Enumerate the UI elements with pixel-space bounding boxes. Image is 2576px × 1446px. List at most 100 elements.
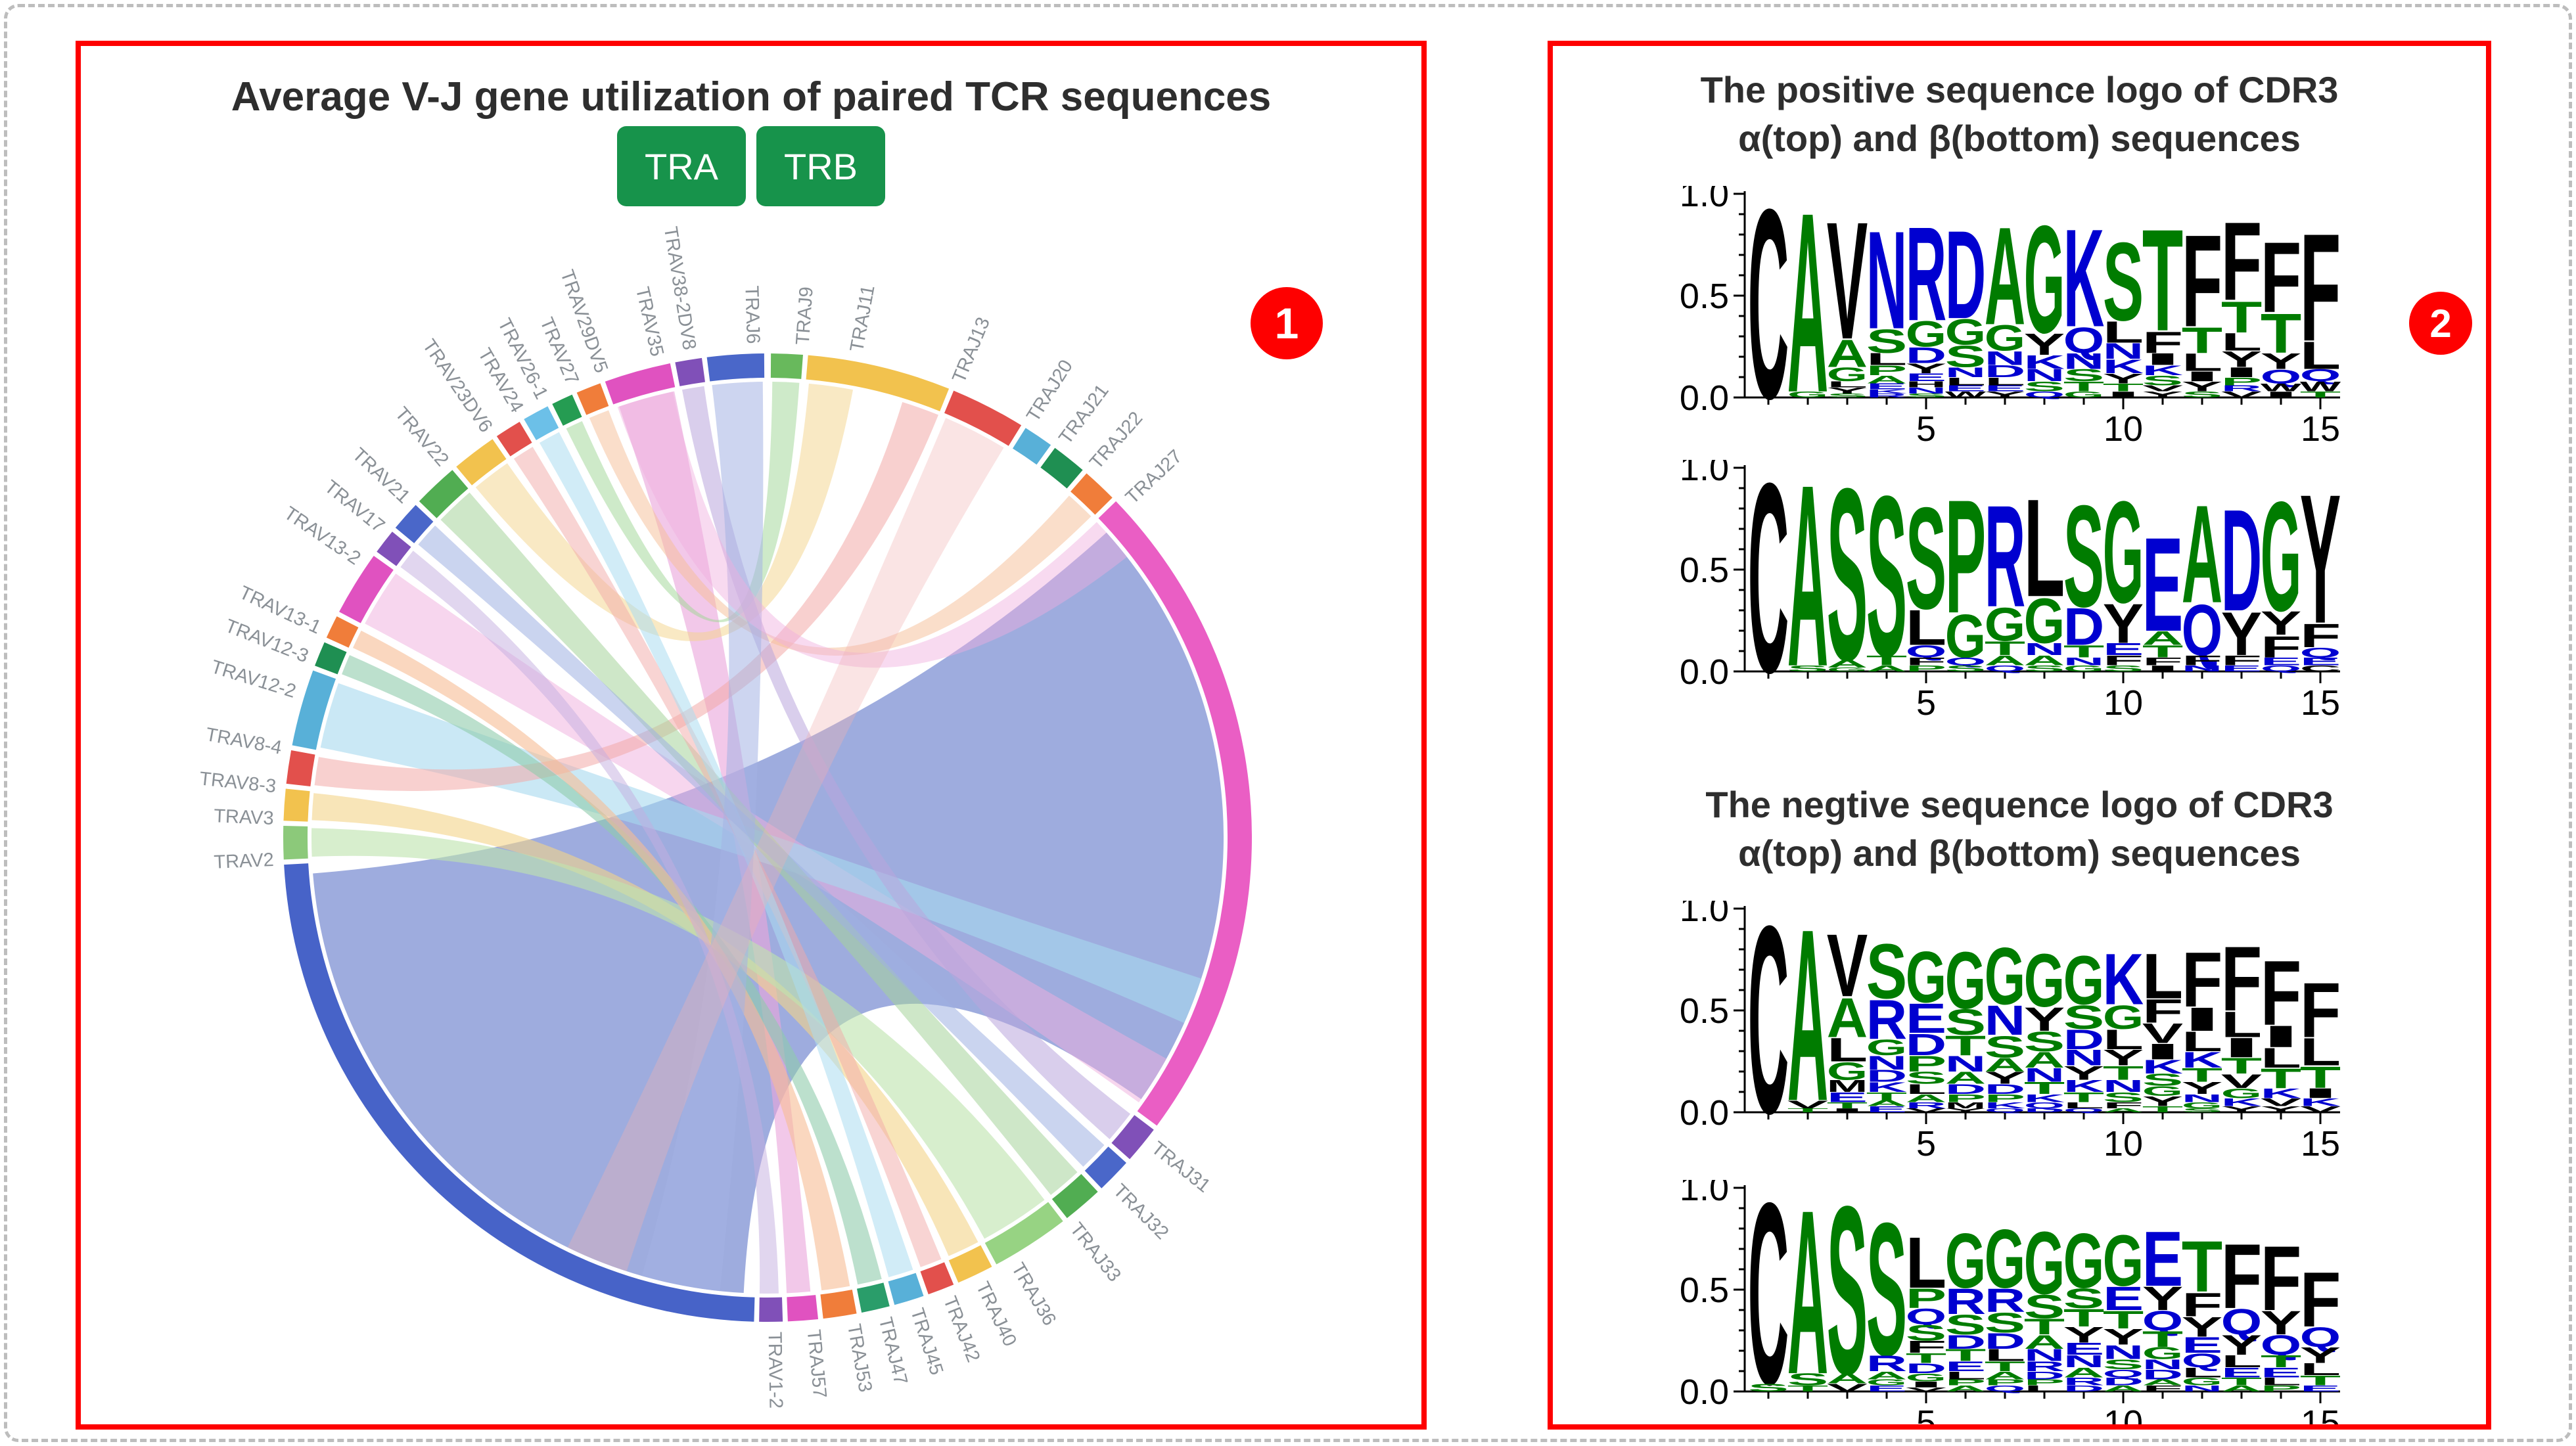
negative-beta-sequence-logo: 0.00.51.05 10 15CSASTSAVSRAGELPQSFTDGIVGRS…: [1680, 1180, 2341, 1424]
svg-text:E: E: [1985, 384, 2025, 393]
svg-text:D: D: [1906, 343, 1946, 368]
svg-text:TRAV38-2DV8: TRAV38-2DV8: [660, 225, 700, 351]
svg-text:C: C: [1748, 186, 1789, 449]
svg-text:L: L: [1906, 1223, 1946, 1303]
svg-text:W: W: [1945, 390, 1987, 399]
svg-text:N: N: [2182, 664, 2222, 673]
svg-text:Y: Y: [2221, 1330, 2262, 1361]
tra-button[interactable]: TRA: [617, 126, 746, 206]
svg-text:S: S: [1906, 1069, 1946, 1088]
svg-text:G: G: [2182, 1100, 2222, 1110]
svg-text:N: N: [2063, 349, 2104, 374]
svg-text:G: G: [2063, 390, 2104, 399]
svg-text:F: F: [2182, 1286, 2222, 1324]
vj-chord-diagram[interactable]: TRAJ6 TRAJ9 TRAJ11 TRAJ13TRAJ20TRAJ21TRAJ22…: [110, 181, 1425, 1430]
svg-text:Y: Y: [2024, 327, 2065, 361]
svg-text:E: E: [2063, 1340, 2104, 1359]
svg-text:E: E: [2103, 1280, 2144, 1317]
svg-text:F: F: [2182, 652, 2222, 668]
svg-text:I: I: [2300, 1085, 2341, 1101]
svg-text:S: S: [2024, 664, 2065, 673]
svg-text:K: K: [2221, 1096, 2262, 1108]
svg-text:S: S: [2063, 476, 2104, 637]
svg-text:G: G: [1827, 364, 1868, 386]
svg-text:Y: Y: [2063, 1322, 2104, 1347]
svg-text:T: T: [1866, 1090, 1908, 1102]
svg-text:N: N: [2024, 1346, 2065, 1365]
svg-text:P: P: [2221, 375, 2262, 388]
svg-text:L: L: [2300, 1031, 2341, 1074]
svg-text:1.0: 1.0: [1680, 901, 1729, 929]
svg-text:K: K: [2063, 201, 2104, 357]
svg-text:Q: Q: [2300, 644, 2341, 660]
svg-text:G: G: [2142, 1083, 2183, 1099]
svg-text:V: V: [2261, 1096, 2301, 1108]
svg-text:G: G: [2063, 1217, 2104, 1304]
svg-text:K: K: [2142, 363, 2184, 378]
svg-text:K: K: [2103, 355, 2144, 377]
svg-text:K: K: [2024, 1092, 2065, 1104]
svg-text:N: N: [2182, 1384, 2222, 1393]
svg-text:F: F: [2261, 1228, 2301, 1330]
svg-text:N: N: [2024, 1064, 2065, 1086]
svg-text:S: S: [1866, 460, 1907, 704]
svg-text:A: A: [1906, 1092, 1946, 1104]
svg-text:N: N: [2024, 640, 2065, 659]
svg-text:A: A: [1827, 987, 1868, 1049]
svg-text:E: E: [1866, 382, 1907, 391]
svg-text:T: T: [1945, 1030, 1986, 1062]
svg-text:T: T: [2261, 302, 2301, 365]
svg-text:Y: Y: [1985, 390, 2025, 399]
svg-text:P: P: [1945, 1378, 1986, 1387]
svg-text:F: F: [1906, 655, 1946, 667]
svg-text:F: F: [2221, 1226, 2262, 1328]
svg-text:V: V: [1827, 915, 1868, 1015]
svg-text:L: L: [2261, 1375, 2301, 1388]
svg-text:R: R: [1985, 476, 2025, 637]
svg-text:Y: Y: [1827, 386, 1868, 395]
svg-text:T: T: [2300, 1372, 2341, 1388]
svg-text:L: L: [1906, 600, 1946, 656]
svg-text:I: I: [2142, 1039, 2183, 1064]
svg-text:F: F: [2300, 617, 2341, 654]
svg-text:G: G: [2024, 939, 2065, 1023]
svg-text:Q: Q: [1985, 1107, 2025, 1114]
svg-text:Y: Y: [2221, 1104, 2262, 1114]
svg-text:A: A: [1787, 460, 1828, 721]
trb-button[interactable]: TRB: [756, 126, 885, 206]
svg-text:S: S: [2063, 999, 2104, 1036]
svg-text:L: L: [1985, 1346, 2025, 1365]
positive-alpha-sequence-logo: 0.00.51.05 10 15CAGVAGLYSNSLPAEKRRGDYEHNSD…: [1680, 186, 2341, 449]
svg-text:N: N: [1945, 1052, 1986, 1077]
svg-text:D: D: [2063, 598, 2104, 657]
svg-text:K: K: [1985, 1100, 2025, 1110]
svg-text:T: T: [1945, 1346, 1986, 1365]
svg-text:L: L: [1866, 350, 1907, 369]
svg-text:R: R: [1866, 392, 1907, 399]
svg-text:Y: Y: [2182, 1311, 2222, 1343]
svg-text:S: S: [1906, 478, 1946, 639]
svg-text:G: G: [2103, 999, 2144, 1036]
svg-text:S: S: [1906, 392, 1946, 399]
svg-text:S: S: [1906, 1321, 1946, 1345]
svg-text:E: E: [2300, 1384, 2341, 1393]
svg-text:A: A: [1827, 332, 1868, 376]
svg-text:R: R: [2024, 1359, 2065, 1374]
svg-text:N: N: [1906, 386, 1946, 395]
svg-text:D: D: [2142, 1367, 2183, 1382]
svg-text:T: T: [2221, 1054, 2263, 1079]
svg-text:S: S: [2182, 1107, 2222, 1114]
svg-text:P: P: [2024, 1378, 2065, 1387]
svg-text:Y: Y: [1906, 361, 1946, 376]
svg-text:R: R: [1985, 1282, 2025, 1319]
svg-text:K: K: [2063, 1077, 2104, 1096]
svg-text:A: A: [1866, 1098, 1907, 1108]
svg-text:S: S: [2103, 1357, 2144, 1372]
negative-alpha-sequence-logo: 0.00.51.05 10 15CAVTVALGMETISRGNDKTAEGEDPS…: [1680, 901, 2341, 1164]
svg-text:G: G: [2103, 472, 2144, 633]
svg-text:Y: Y: [2103, 593, 2144, 655]
svg-text:Y: Y: [2024, 1001, 2065, 1038]
svg-text:T: T: [1827, 1100, 1868, 1110]
svg-text:G: G: [1985, 598, 2025, 652]
svg-text:Q: Q: [2261, 664, 2301, 673]
